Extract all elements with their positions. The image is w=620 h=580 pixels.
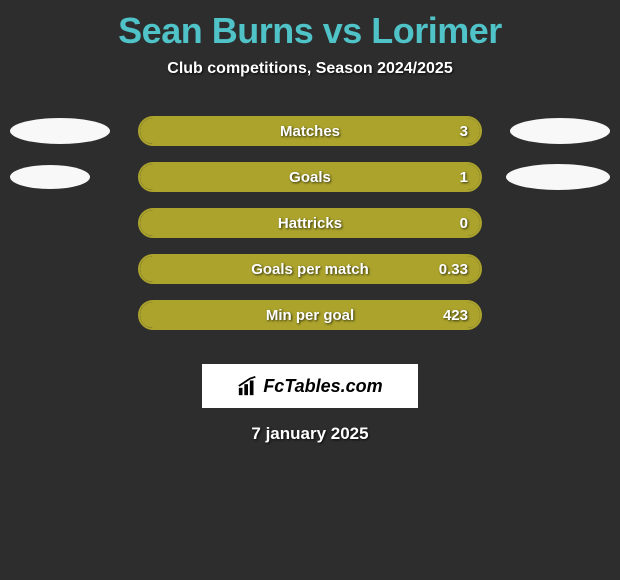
footer-date: 7 january 2025 xyxy=(0,424,620,444)
footer-logo: FcTables.com xyxy=(202,364,418,408)
stat-value: 1 xyxy=(460,164,468,190)
chart-icon xyxy=(237,375,259,397)
player-photo-right xyxy=(510,118,610,144)
stat-row: Matches3 xyxy=(0,108,620,154)
stat-label: Goals xyxy=(140,164,480,190)
stat-label: Min per goal xyxy=(140,302,480,328)
player-photo-left xyxy=(10,165,90,189)
stat-row: Goals per match0.33 xyxy=(0,246,620,292)
stat-row: Hattricks0 xyxy=(0,200,620,246)
footer-logo-text: FcTables.com xyxy=(263,376,382,397)
stat-bar: Goals1 xyxy=(138,162,482,192)
stat-label: Matches xyxy=(140,118,480,144)
stat-bar: Matches3 xyxy=(138,116,482,146)
stat-bar: Min per goal423 xyxy=(138,300,482,330)
stat-row: Min per goal423 xyxy=(0,292,620,338)
subtitle: Club competitions, Season 2024/2025 xyxy=(0,60,620,78)
stat-value: 0 xyxy=(460,210,468,236)
player-photo-right xyxy=(506,164,610,190)
page-title: Sean Burns vs Lorimer xyxy=(0,0,620,52)
stat-value: 0.33 xyxy=(439,256,468,282)
stats-area: Matches3Goals1Hattricks0Goals per match0… xyxy=(0,108,620,338)
stat-bar: Goals per match0.33 xyxy=(138,254,482,284)
stat-bar: Hattricks0 xyxy=(138,208,482,238)
stat-label: Goals per match xyxy=(140,256,480,282)
stat-value: 3 xyxy=(460,118,468,144)
stat-label: Hattricks xyxy=(140,210,480,236)
footer-logo-inner: FcTables.com xyxy=(237,375,382,397)
stat-row: Goals1 xyxy=(0,154,620,200)
stat-value: 423 xyxy=(443,302,468,328)
player-photo-left xyxy=(10,118,110,144)
